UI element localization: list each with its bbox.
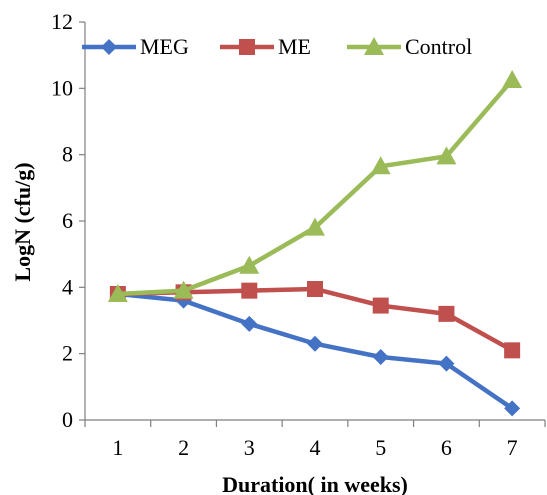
chart-series [107, 70, 523, 417]
y-tick-label: 10 [51, 75, 73, 100]
legend-label-me: ME [278, 34, 311, 59]
x-tick-label: 5 [375, 435, 386, 460]
data-point-meg [438, 355, 455, 372]
legend-marker-meg [101, 39, 117, 55]
y-tick-label: 2 [62, 341, 73, 366]
legend-item-control: Control [347, 34, 472, 59]
series-control [107, 70, 523, 302]
data-point-control [502, 70, 523, 89]
x-tick-label: 3 [244, 435, 255, 460]
data-point-control [436, 146, 457, 165]
x-tick-label: 4 [310, 435, 321, 460]
x-tick-label: 6 [441, 435, 452, 460]
legend-label-control: Control [405, 34, 472, 59]
data-point-me [241, 282, 258, 299]
legend-item-me: ME [220, 34, 311, 59]
data-point-me [307, 280, 323, 297]
y-tick-label: 4 [62, 274, 73, 299]
data-point-meg [372, 348, 389, 365]
y-tick-label: 6 [62, 208, 73, 233]
x-tick-label: 1 [112, 435, 123, 460]
data-point-me [504, 342, 521, 359]
data-point-control [173, 280, 194, 299]
data-point-control [370, 156, 391, 175]
legend-marker-control [364, 37, 384, 55]
data-point-meg [307, 335, 323, 352]
data-point-me [372, 297, 389, 314]
y-tick-label: 12 [51, 9, 73, 34]
data-point-me [438, 305, 455, 322]
y-axis-title: LogN (cfu/g) [10, 162, 35, 281]
data-point-meg [241, 315, 258, 332]
data-point-control [305, 217, 325, 236]
x-tick-label: 7 [507, 435, 518, 460]
x-axis-title: Duration( in weeks) [222, 472, 408, 495]
y-tick-label: 8 [62, 142, 73, 167]
series-meg [109, 285, 521, 417]
y-tick-label: 0 [62, 407, 73, 432]
data-point-control [107, 283, 128, 302]
chart-legend: MEG ME Control [82, 34, 472, 59]
data-point-control [239, 255, 260, 274]
data-point-meg [504, 400, 521, 417]
legend-label-meg: MEG [140, 34, 189, 59]
legend-marker-me [239, 39, 255, 55]
legend-item-meg: MEG [82, 34, 189, 59]
series-line-control [117, 78, 514, 297]
x-tick-label: 2 [178, 435, 189, 460]
